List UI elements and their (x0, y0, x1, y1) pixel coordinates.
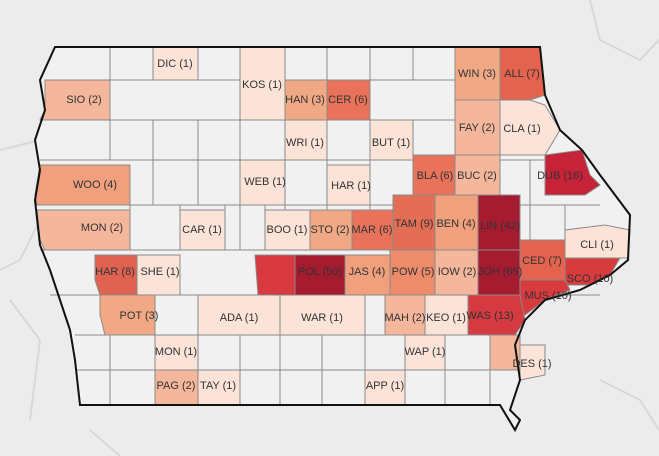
county-fay[interactable] (454, 99, 501, 156)
county-kos[interactable] (239, 46, 286, 121)
county-but[interactable] (369, 119, 414, 161)
county-pow[interactable] (389, 249, 436, 296)
county-she[interactable] (136, 254, 181, 296)
county-ced[interactable] (519, 239, 566, 281)
county-keo[interactable] (424, 294, 469, 336)
county-jas[interactable] (344, 254, 391, 296)
county-ada[interactable] (197, 294, 281, 336)
county-pot[interactable] (99, 294, 156, 336)
county-lin[interactable] (477, 194, 521, 251)
county-cli[interactable] (564, 224, 631, 259)
county-boo[interactable] (264, 209, 311, 251)
county-ben[interactable] (434, 194, 479, 251)
county-web[interactable] (239, 159, 286, 206)
county-mon1[interactable] (154, 334, 199, 371)
county-sco[interactable] (564, 257, 621, 286)
county-sto[interactable] (309, 209, 353, 251)
county-mah[interactable] (384, 294, 426, 336)
county-sio[interactable] (39, 79, 111, 121)
county-mus[interactable] (519, 279, 571, 316)
county-iow[interactable] (434, 249, 479, 296)
county-all[interactable] (499, 46, 546, 101)
county-bla[interactable] (412, 154, 456, 196)
county-pol[interactable] (294, 254, 346, 296)
county-wap[interactable] (404, 334, 446, 371)
county-war[interactable] (279, 294, 366, 336)
county-buc[interactable] (454, 154, 501, 196)
county-tay[interactable] (197, 369, 241, 406)
county-win[interactable] (454, 46, 501, 101)
county-tam[interactable] (392, 194, 436, 251)
county-dic[interactable] (152, 46, 199, 81)
county-app[interactable] (364, 369, 406, 406)
county-cer[interactable] (326, 79, 371, 121)
county-mar[interactable] (351, 209, 394, 251)
county-joh[interactable] (477, 249, 521, 296)
county-woo[interactable] (34, 164, 131, 206)
county-han[interactable] (284, 79, 328, 121)
county-har1[interactable] (326, 164, 371, 206)
county-har8[interactable] (94, 254, 138, 296)
county-pag[interactable] (154, 369, 199, 406)
county-des[interactable] (519, 344, 546, 381)
iowa-state-outline (33, 46, 632, 433)
county-wri[interactable] (284, 119, 328, 161)
county-dal[interactable] (254, 254, 296, 296)
county-mon2[interactable] (36, 209, 131, 251)
county-layer (34, 46, 631, 406)
county-was[interactable] (467, 294, 526, 336)
county-car[interactable] (179, 209, 226, 251)
